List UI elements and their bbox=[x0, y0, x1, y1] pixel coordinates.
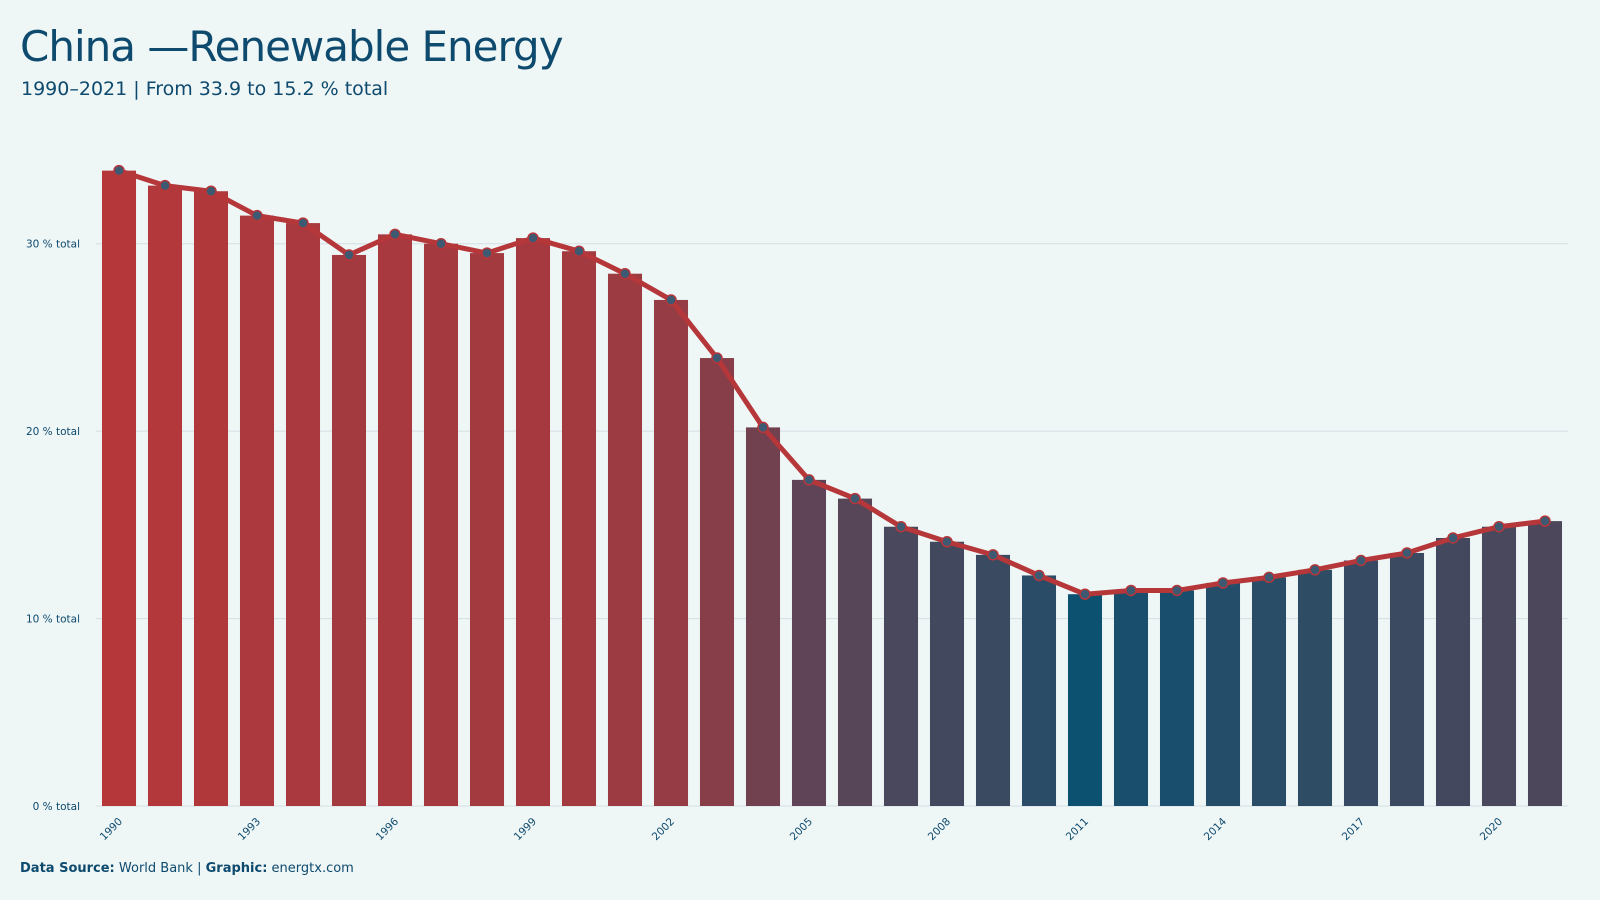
point-2015 bbox=[1263, 571, 1275, 584]
point-2012 bbox=[1125, 584, 1137, 597]
data-points bbox=[113, 164, 1551, 600]
bar-2005 bbox=[791, 479, 827, 806]
bar-2003 bbox=[699, 358, 735, 806]
point-2010 bbox=[1033, 569, 1045, 582]
x-tick-label: 1999 bbox=[512, 816, 539, 843]
x-tick-label: 2014 bbox=[1202, 815, 1230, 843]
footer-credits: Data Source: World Bank | Graphic: energ… bbox=[20, 861, 354, 876]
point-2011 bbox=[1079, 588, 1091, 600]
point-2018 bbox=[1401, 547, 1413, 559]
x-tick-label: 2002 bbox=[650, 816, 677, 843]
x-tick-label: 2011 bbox=[1064, 816, 1091, 843]
bar-2013 bbox=[1159, 590, 1195, 806]
point-2021 bbox=[1539, 515, 1551, 527]
bar-1994 bbox=[285, 223, 321, 806]
point-1991 bbox=[159, 179, 171, 192]
point-2013 bbox=[1171, 584, 1183, 597]
x-tick-label: 2020 bbox=[1478, 816, 1505, 843]
chart-subtitle: 1990–2021 | From 33.9 to 15.2 % total bbox=[21, 78, 389, 100]
bar-2019 bbox=[1435, 537, 1471, 806]
point-1992 bbox=[205, 185, 217, 197]
y-axis-labels: 0 % total 10 % total 20 % total 30 % total bbox=[26, 239, 80, 813]
point-2014 bbox=[1217, 577, 1229, 589]
bar-2006 bbox=[837, 498, 873, 806]
point-1993 bbox=[251, 209, 263, 222]
point-1997 bbox=[435, 237, 447, 250]
x-tick-label: 2008 bbox=[926, 816, 953, 843]
bar-1999 bbox=[515, 238, 551, 806]
graphic-value: energtx.com bbox=[271, 861, 354, 876]
trend-line-path bbox=[116, 168, 1548, 597]
y-tick-label: 0 % total bbox=[33, 801, 80, 813]
point-2000 bbox=[573, 245, 585, 257]
bars bbox=[101, 170, 1563, 807]
y-tick-label: 20 % total bbox=[26, 426, 80, 438]
point-2003 bbox=[711, 352, 723, 364]
bar-2004 bbox=[745, 427, 781, 806]
bar-2002 bbox=[653, 299, 689, 806]
bar-1998 bbox=[469, 253, 505, 807]
bar-1991 bbox=[147, 185, 183, 806]
point-1994 bbox=[297, 217, 309, 229]
bar-2000 bbox=[561, 251, 597, 806]
x-tick-label: 1990 bbox=[98, 816, 125, 843]
point-1990 bbox=[113, 164, 125, 177]
bar-2001 bbox=[607, 273, 643, 806]
y-tick-label: 10 % total bbox=[26, 614, 80, 626]
bar-1996 bbox=[377, 234, 413, 807]
bar-2015 bbox=[1251, 577, 1287, 806]
point-2001 bbox=[619, 267, 631, 280]
bar-2018 bbox=[1389, 552, 1425, 806]
footer-separator: | bbox=[197, 861, 202, 876]
point-1995 bbox=[343, 249, 355, 261]
point-2009 bbox=[987, 549, 999, 561]
y-tick-label: 30 % total bbox=[26, 239, 80, 251]
x-tick-label: 1996 bbox=[374, 815, 402, 843]
bar-2020 bbox=[1481, 526, 1517, 806]
bar-2017 bbox=[1343, 560, 1379, 806]
point-2008 bbox=[941, 535, 953, 548]
bar-2021 bbox=[1527, 521, 1563, 806]
point-2004 bbox=[757, 421, 769, 434]
chart-title: China —Renewable Energy bbox=[20, 22, 564, 71]
bar-2010 bbox=[1021, 575, 1057, 806]
point-2005 bbox=[803, 474, 815, 486]
point-1996 bbox=[389, 228, 401, 241]
bar-2016 bbox=[1297, 569, 1333, 806]
point-2017 bbox=[1355, 554, 1367, 567]
bar-1992 bbox=[193, 191, 229, 807]
bar-1993 bbox=[239, 215, 275, 807]
point-2006 bbox=[849, 492, 861, 505]
x-axis-labels: 1990 1993 1996 1999 2002 2005 2008 2011 2014 2017… bbox=[98, 815, 1505, 843]
bar-1997 bbox=[423, 243, 459, 806]
bar-2009 bbox=[975, 554, 1011, 806]
source-value: World Bank bbox=[118, 861, 193, 876]
x-tick-label: 1993 bbox=[236, 816, 263, 843]
x-tick-label: 2017 bbox=[1340, 816, 1367, 843]
bar-2012 bbox=[1113, 590, 1149, 806]
graphic-label: Graphic: bbox=[205, 861, 268, 876]
point-1998 bbox=[481, 247, 493, 259]
bar-2008 bbox=[929, 541, 965, 806]
point-2007 bbox=[895, 520, 907, 533]
trend-line bbox=[116, 168, 1548, 597]
source-label: Data Source: bbox=[20, 861, 115, 876]
bar-2011 bbox=[1067, 594, 1103, 806]
point-2020 bbox=[1493, 520, 1505, 533]
point-2002 bbox=[665, 294, 677, 306]
x-tick-label: 2005 bbox=[788, 816, 815, 843]
bar-1995 bbox=[331, 254, 367, 806]
bar-2007 bbox=[883, 526, 919, 806]
point-2019 bbox=[1447, 532, 1459, 544]
bar-2014 bbox=[1205, 582, 1241, 806]
point-1999 bbox=[527, 232, 539, 244]
bar-1990 bbox=[101, 170, 137, 807]
point-2016 bbox=[1309, 564, 1321, 576]
